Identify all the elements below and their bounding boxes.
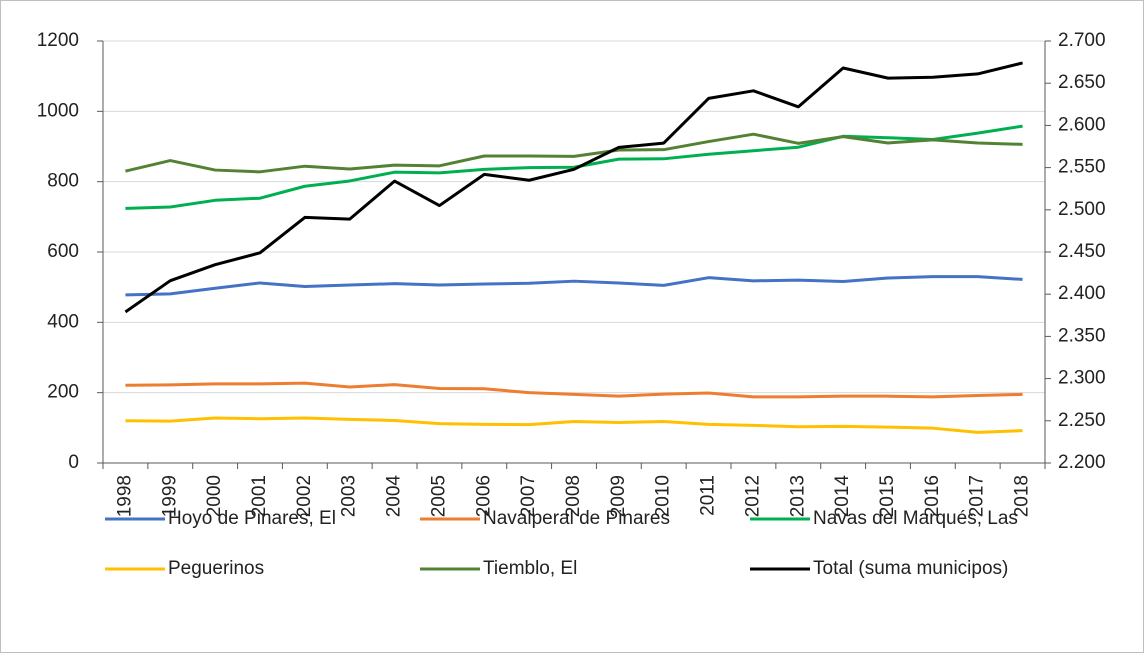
y2-tick-label: 2.600 xyxy=(1058,114,1106,135)
legend-label: Navalperal de Pinares xyxy=(483,508,670,529)
y2-tick-label: 2.500 xyxy=(1058,199,1106,220)
series-line xyxy=(125,381,1023,399)
x-tick-label: 2000 xyxy=(204,475,225,517)
y-tick-label: 1000 xyxy=(37,100,79,121)
y2-tick-label: 2.200 xyxy=(1058,452,1106,473)
x-tick-label: 2013 xyxy=(787,475,808,517)
y2-tick-label: 2.350 xyxy=(1058,325,1106,346)
y2-tick-label: 2.400 xyxy=(1058,283,1106,304)
x-tick-label: 2010 xyxy=(653,475,674,517)
y-tick-label: 0 xyxy=(68,452,79,473)
x-tick-label: 1998 xyxy=(114,475,135,517)
x-tick-label: 2002 xyxy=(294,475,315,517)
y2-tick-label: 2.450 xyxy=(1058,241,1106,262)
series-line xyxy=(125,275,1023,297)
x-tick-label: 2001 xyxy=(249,475,270,517)
y-tick-label: 1200 xyxy=(37,30,79,51)
x-tick-label: 2008 xyxy=(563,475,584,517)
y-tick-label: 400 xyxy=(47,311,79,332)
x-tick-label: 2007 xyxy=(518,475,539,517)
legend-label: Navas del Marqués, Las xyxy=(813,508,1018,529)
x-tick-label: 2005 xyxy=(428,475,449,517)
x-tick-label: 2018 xyxy=(1012,475,1033,517)
y2-tick-label: 2.550 xyxy=(1058,157,1106,178)
legend-label: Tiemblo, El xyxy=(483,558,577,579)
series-line xyxy=(125,124,1023,210)
x-tick-label: 2012 xyxy=(742,475,763,517)
x-tick-label: 2006 xyxy=(473,475,494,517)
series-line xyxy=(125,416,1023,434)
x-tick-label: 2014 xyxy=(832,475,853,518)
x-tick-label: 2003 xyxy=(339,475,360,517)
x-tick-label: 2004 xyxy=(384,475,405,518)
y2-tick-label: 2.300 xyxy=(1058,368,1106,389)
x-tick-label: 2011 xyxy=(698,475,719,516)
x-tick-label: 1999 xyxy=(159,475,180,517)
y2-tick-label: 2.700 xyxy=(1058,30,1106,51)
y-tick-label: 800 xyxy=(47,171,79,192)
legend-label: Hoyo de Pinares, El xyxy=(168,508,336,529)
x-tick-label: 2016 xyxy=(922,475,943,517)
series-line xyxy=(125,132,1023,174)
series-line xyxy=(124,61,1023,314)
y2-tick-label: 2.650 xyxy=(1058,72,1106,93)
y-tick-label: 200 xyxy=(47,382,79,403)
legend-label: Total (suma municipos) xyxy=(813,558,1008,579)
x-tick-label: 2009 xyxy=(608,475,629,517)
x-tick-label: 2017 xyxy=(967,475,988,517)
y-tick-label: 600 xyxy=(47,241,79,262)
legend-label: Peguerinos xyxy=(168,558,264,579)
x-tick-label: 2015 xyxy=(877,475,898,517)
y2-tick-label: 2.250 xyxy=(1058,410,1106,431)
